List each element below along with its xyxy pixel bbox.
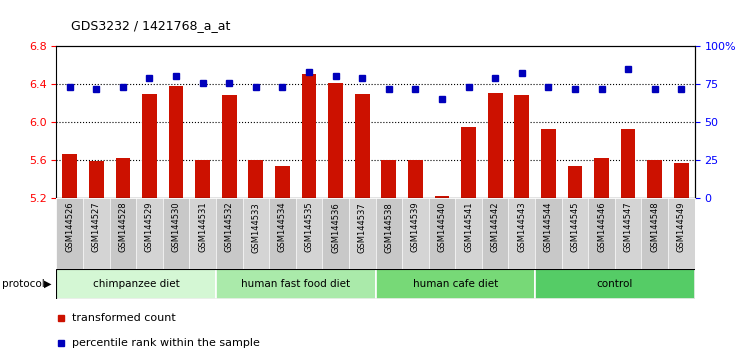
Bar	[222, 96, 237, 198]
Bar	[163, 198, 189, 269]
Bar	[243, 198, 269, 269]
Text: GSM144543: GSM144543	[517, 202, 526, 252]
Bar	[535, 269, 695, 299]
Text: GSM144530: GSM144530	[171, 202, 180, 252]
Text: human fast food diet: human fast food diet	[241, 279, 350, 289]
Bar	[594, 158, 609, 198]
Bar	[328, 83, 343, 198]
Bar	[615, 198, 641, 269]
Bar	[296, 198, 322, 269]
Text: GSM144534: GSM144534	[278, 202, 287, 252]
Bar	[508, 198, 535, 269]
Bar	[376, 198, 402, 269]
Text: ▶: ▶	[44, 279, 51, 289]
Text: GSM144541: GSM144541	[464, 202, 473, 252]
Bar	[668, 198, 695, 269]
Text: GSM144528: GSM144528	[119, 202, 128, 252]
Bar	[56, 198, 83, 269]
Bar	[482, 198, 508, 269]
Text: GSM144535: GSM144535	[304, 202, 313, 252]
Text: GSM144545: GSM144545	[571, 202, 580, 252]
Bar	[189, 198, 216, 269]
Text: human cafe diet: human cafe diet	[412, 279, 498, 289]
Bar	[302, 74, 316, 198]
Text: GSM144546: GSM144546	[597, 202, 606, 252]
Text: GSM144537: GSM144537	[357, 202, 366, 252]
Bar	[674, 163, 689, 198]
Bar	[269, 198, 296, 269]
Bar	[116, 158, 130, 198]
Bar	[488, 93, 502, 198]
Text: GSM144532: GSM144532	[225, 202, 234, 252]
Bar	[535, 198, 562, 269]
Text: GSM144539: GSM144539	[411, 202, 420, 252]
Bar	[275, 166, 290, 198]
Text: GSM144533: GSM144533	[252, 202, 261, 252]
Bar	[568, 166, 582, 198]
Bar	[621, 129, 635, 198]
Bar	[402, 198, 429, 269]
Text: GSM144549: GSM144549	[677, 202, 686, 252]
Bar	[322, 198, 349, 269]
Text: GSM144529: GSM144529	[145, 202, 154, 252]
Text: control: control	[597, 279, 633, 289]
Bar	[216, 198, 243, 269]
Text: chimpanzee diet: chimpanzee diet	[92, 279, 179, 289]
Text: GSM144540: GSM144540	[438, 202, 447, 252]
Bar	[195, 160, 210, 198]
Text: GSM144538: GSM144538	[385, 202, 394, 252]
Bar	[588, 198, 615, 269]
Text: transformed count: transformed count	[72, 313, 176, 323]
Text: protocol: protocol	[2, 279, 45, 289]
Bar	[136, 198, 163, 269]
Bar	[647, 160, 662, 198]
Bar	[83, 198, 110, 269]
Text: GSM144536: GSM144536	[331, 202, 340, 252]
Text: GSM144547: GSM144547	[623, 202, 632, 252]
Text: GSM144542: GSM144542	[490, 202, 499, 252]
Bar	[376, 269, 535, 299]
Bar	[349, 198, 376, 269]
Text: GSM144531: GSM144531	[198, 202, 207, 252]
Bar	[249, 160, 263, 198]
Bar	[56, 269, 216, 299]
Bar	[169, 86, 183, 198]
Text: GSM144544: GSM144544	[544, 202, 553, 252]
Bar	[455, 198, 482, 269]
Bar	[110, 198, 136, 269]
Text: GDS3232 / 1421768_a_at: GDS3232 / 1421768_a_at	[71, 19, 231, 32]
Bar	[408, 160, 423, 198]
Bar	[514, 96, 529, 198]
Text: GSM144548: GSM144548	[650, 202, 659, 252]
Bar	[541, 129, 556, 198]
Bar	[562, 198, 588, 269]
Bar	[142, 93, 157, 198]
Bar	[216, 269, 376, 299]
Bar	[355, 93, 369, 198]
Text: GSM144526: GSM144526	[65, 202, 74, 252]
Bar	[435, 196, 449, 198]
Bar	[62, 154, 77, 198]
Bar	[641, 198, 668, 269]
Bar	[89, 161, 104, 198]
Text: percentile rank within the sample: percentile rank within the sample	[72, 338, 260, 348]
Text: GSM144527: GSM144527	[92, 202, 101, 252]
Bar	[382, 160, 396, 198]
Bar	[461, 127, 476, 198]
Bar	[429, 198, 455, 269]
